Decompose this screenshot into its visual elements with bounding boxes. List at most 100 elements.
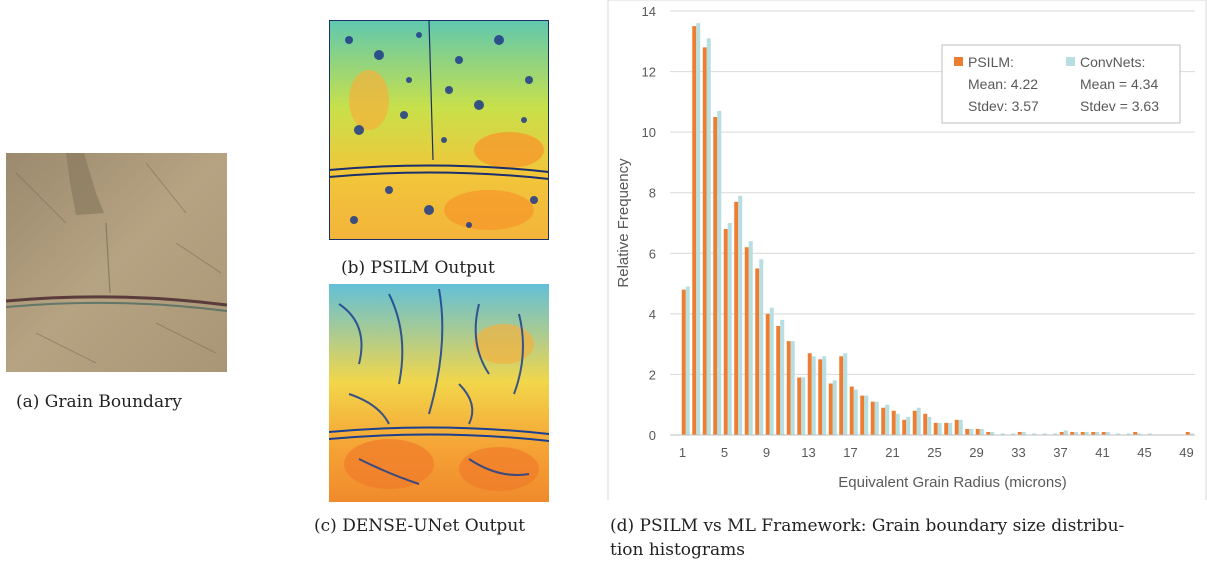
bar-psilm xyxy=(986,431,991,435)
bar-psilm xyxy=(1133,431,1138,435)
bar-psilm xyxy=(891,410,896,435)
bar-convnets xyxy=(990,431,995,435)
bar-convnets xyxy=(864,395,869,435)
caption-c: (c) DENSE-UNet Output xyxy=(314,516,526,536)
bar-convnets xyxy=(843,353,848,435)
bar-convnets xyxy=(696,23,701,435)
legend-swatch-psilm xyxy=(954,57,963,66)
bar-convnets xyxy=(895,413,900,435)
bar-convnets xyxy=(1000,433,1005,435)
bar-psilm xyxy=(776,325,781,435)
bar-convnets xyxy=(1095,431,1100,435)
caption-a: (a) Grain Boundary xyxy=(16,392,182,412)
bar-psilm xyxy=(692,26,697,436)
bar-convnets xyxy=(706,38,711,435)
y-tick-label: 14 xyxy=(642,4,656,19)
x-tick-label: 45 xyxy=(1137,445,1151,460)
bar-convnets xyxy=(748,241,753,435)
bar-convnets xyxy=(685,286,690,435)
bar-psilm xyxy=(734,201,739,435)
bar-psilm xyxy=(902,419,907,435)
bar-convnets xyxy=(727,223,732,435)
x-tick-label: 33 xyxy=(1011,445,1025,460)
bar-convnets xyxy=(1084,431,1089,435)
bar-convnets xyxy=(1053,433,1058,435)
bar-psilm xyxy=(1091,431,1096,435)
bar-convnets xyxy=(927,416,932,435)
bar-convnets xyxy=(937,422,942,435)
bar-convnets xyxy=(822,356,827,435)
bar-convnets xyxy=(759,259,764,435)
y-tick-label: 0 xyxy=(649,428,656,443)
x-tick-label: 49 xyxy=(1179,445,1193,460)
bar-convnets xyxy=(1189,433,1194,435)
bar-psilm xyxy=(965,428,970,435)
bar-convnets xyxy=(1042,433,1047,435)
caption-d-line1: (d) PSILM vs ML Framework: Grain boundar… xyxy=(610,516,1125,536)
y-tick-label: 4 xyxy=(649,307,656,322)
y-tick-label: 8 xyxy=(649,186,656,201)
x-tick-label: 21 xyxy=(885,445,899,460)
x-tick-label: 17 xyxy=(843,445,857,460)
legend-convnets-mean: Mean = 4.34 xyxy=(1080,76,1158,92)
bar-psilm xyxy=(1059,431,1064,435)
bar-psilm xyxy=(923,413,928,435)
bar-psilm xyxy=(1185,431,1190,435)
bar-psilm xyxy=(944,422,949,435)
bar-convnets xyxy=(906,416,911,435)
bar-convnets xyxy=(1147,433,1152,435)
legend-convnets-stdev: Stdev = 3.63 xyxy=(1080,98,1159,114)
bar-convnets xyxy=(1021,431,1026,435)
grain-boundary-image xyxy=(6,153,227,372)
bar-psilm xyxy=(797,377,802,435)
bar-convnets xyxy=(885,404,890,435)
x-tick-label: 9 xyxy=(763,445,770,460)
legend-convnets-label: ConvNets: xyxy=(1080,54,1145,70)
bar-psilm xyxy=(786,341,791,435)
bar-psilm xyxy=(1017,431,1022,435)
caption-b: (b) PSILM Output xyxy=(341,258,495,278)
psilm-output-image xyxy=(329,20,549,240)
legend-psilm-label: PSILM: xyxy=(968,54,1014,70)
bar-psilm xyxy=(713,117,718,435)
bar-convnets xyxy=(1105,431,1110,435)
legend-psilm-stdev: Stdev: 3.57 xyxy=(968,98,1039,114)
bar-convnets xyxy=(801,377,806,435)
bar-convnets xyxy=(1116,433,1121,435)
y-tick-label: 12 xyxy=(642,65,656,80)
bar-convnets xyxy=(832,380,837,435)
bar-psilm xyxy=(828,383,833,435)
grain-size-histogram: 0 2 4 6 8 10 12 14 1 5 9 13 17 21 25 29 33 37 41 45 49 Equiva… xyxy=(607,0,1207,500)
y-tick-label: 10 xyxy=(642,125,656,140)
legend-box xyxy=(941,44,1181,124)
bar-convnets xyxy=(874,401,879,435)
bar-psilm xyxy=(681,289,686,435)
bar-convnets xyxy=(948,422,953,435)
bar-convnets xyxy=(717,110,722,435)
x-tick-label: 29 xyxy=(969,445,983,460)
bar-convnets xyxy=(1137,433,1142,435)
x-tick-label: 25 xyxy=(927,445,941,460)
bar-psilm xyxy=(807,353,812,435)
bar-psilm xyxy=(702,47,707,435)
bar-convnets xyxy=(790,341,795,435)
bar-psilm xyxy=(860,395,865,435)
legend-swatch-convnets xyxy=(1066,57,1075,66)
bar-convnets xyxy=(853,389,858,435)
bar-psilm xyxy=(975,428,980,435)
x-tick-label: 41 xyxy=(1095,445,1109,460)
bar-psilm xyxy=(912,410,917,435)
bar-convnets xyxy=(1011,433,1016,435)
bar-psilm xyxy=(1101,431,1106,435)
bar-psilm xyxy=(881,407,886,435)
bar-convnets xyxy=(1063,430,1068,435)
x-tick-label: 13 xyxy=(801,445,815,460)
bar-psilm xyxy=(755,268,760,435)
y-tick-label: 6 xyxy=(649,246,656,261)
bar-convnets xyxy=(1032,433,1037,435)
bar-psilm xyxy=(839,356,844,435)
bar-convnets xyxy=(958,419,963,435)
legend-psilm-mean: Mean: 4.22 xyxy=(968,76,1038,92)
caption-d-line2: tion histograms xyxy=(610,540,746,560)
bar-psilm xyxy=(954,419,959,435)
